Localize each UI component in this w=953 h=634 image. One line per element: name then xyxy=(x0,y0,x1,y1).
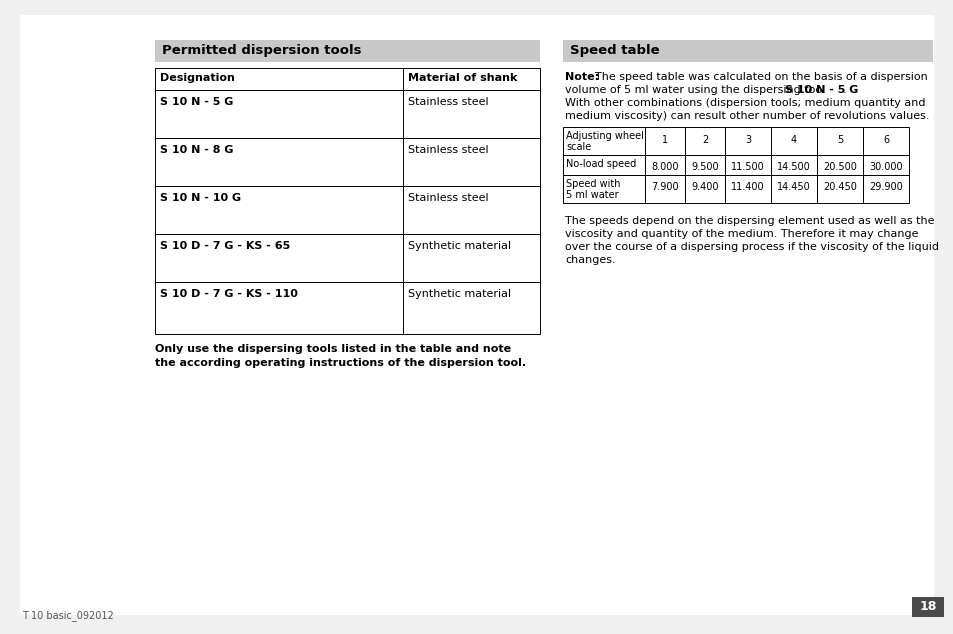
Bar xyxy=(816,175,862,203)
Text: 5 ml water: 5 ml water xyxy=(565,190,618,200)
Bar xyxy=(154,68,402,90)
Text: 11.500: 11.500 xyxy=(730,162,764,172)
Bar xyxy=(402,282,539,334)
Bar xyxy=(154,186,402,234)
Text: 9.500: 9.500 xyxy=(691,162,718,172)
Bar xyxy=(562,40,932,62)
Text: volume of 5 ml water using the dispersing tool: volume of 5 ml water using the dispersin… xyxy=(564,85,824,95)
Bar xyxy=(684,155,724,175)
Text: Stainless steel: Stainless steel xyxy=(408,193,488,203)
Text: changes.: changes. xyxy=(564,255,615,265)
Text: 20.500: 20.500 xyxy=(822,162,856,172)
Text: Speed with: Speed with xyxy=(565,179,619,189)
Bar xyxy=(862,155,908,175)
Text: Synthetic material: Synthetic material xyxy=(408,289,511,299)
Text: 4: 4 xyxy=(790,135,796,145)
Bar xyxy=(154,40,539,62)
Bar xyxy=(724,155,770,175)
Text: 3: 3 xyxy=(744,135,750,145)
Text: With other combinations (dispersion tools; medium quantity and: With other combinations (dispersion tool… xyxy=(564,98,924,108)
Text: 29.900: 29.900 xyxy=(868,182,902,192)
Bar xyxy=(562,155,644,175)
Text: Note:: Note: xyxy=(564,72,598,82)
Text: scale: scale xyxy=(565,142,591,152)
Bar xyxy=(402,234,539,282)
Text: 14.450: 14.450 xyxy=(777,182,810,192)
Text: 5: 5 xyxy=(836,135,842,145)
Bar xyxy=(402,138,539,186)
Text: S 10 N - 10 G: S 10 N - 10 G xyxy=(160,193,241,203)
Text: over the course of a dispersing process if the viscosity of the liquid: over the course of a dispersing process … xyxy=(564,242,938,252)
Text: Stainless steel: Stainless steel xyxy=(408,97,488,107)
Text: 30.000: 30.000 xyxy=(868,162,902,172)
Bar xyxy=(154,90,402,138)
Bar xyxy=(402,90,539,138)
Text: Permitted dispersion tools: Permitted dispersion tools xyxy=(162,44,361,57)
Text: 8.000: 8.000 xyxy=(651,162,678,172)
Text: .: . xyxy=(842,85,845,95)
Bar xyxy=(562,127,644,155)
Text: 20.450: 20.450 xyxy=(822,182,856,192)
Bar xyxy=(770,127,816,155)
Bar xyxy=(154,282,402,334)
Bar xyxy=(684,175,724,203)
Text: 6: 6 xyxy=(882,135,888,145)
Text: 9.400: 9.400 xyxy=(691,182,718,192)
Text: the according operating instructions of the dispersion tool.: the according operating instructions of … xyxy=(154,358,525,368)
Bar xyxy=(770,155,816,175)
Text: 1: 1 xyxy=(661,135,667,145)
Bar xyxy=(644,155,684,175)
Text: T 10 basic_092012: T 10 basic_092012 xyxy=(22,610,113,621)
Text: Stainless steel: Stainless steel xyxy=(408,145,488,155)
Text: 14.500: 14.500 xyxy=(777,162,810,172)
Bar xyxy=(816,155,862,175)
Text: S 10 N - 8 G: S 10 N - 8 G xyxy=(160,145,233,155)
Bar xyxy=(911,597,943,617)
Bar xyxy=(154,138,402,186)
Text: 2: 2 xyxy=(701,135,707,145)
Text: S 10 D - 7 G - KS - 110: S 10 D - 7 G - KS - 110 xyxy=(160,289,297,299)
Text: Only use the dispersing tools listed in the table and note: Only use the dispersing tools listed in … xyxy=(154,344,511,354)
Bar xyxy=(724,175,770,203)
Bar xyxy=(684,127,724,155)
Bar xyxy=(644,175,684,203)
Text: 18: 18 xyxy=(919,600,936,614)
Bar xyxy=(862,175,908,203)
Text: S 10 N - 5 G: S 10 N - 5 G xyxy=(784,85,858,95)
Text: 11.400: 11.400 xyxy=(730,182,764,192)
Bar xyxy=(816,127,862,155)
Text: No-load speed: No-load speed xyxy=(565,159,636,169)
Text: Speed table: Speed table xyxy=(569,44,659,57)
Text: Designation: Designation xyxy=(160,73,234,83)
Bar xyxy=(770,175,816,203)
Text: The speeds depend on the dispersing element used as well as the: The speeds depend on the dispersing elem… xyxy=(564,216,934,226)
Text: S 10 D - 7 G - KS - 65: S 10 D - 7 G - KS - 65 xyxy=(160,241,290,251)
Text: Material of shank: Material of shank xyxy=(408,73,517,83)
Bar xyxy=(644,127,684,155)
Bar xyxy=(402,186,539,234)
Text: S 10 N - 5 G: S 10 N - 5 G xyxy=(160,97,233,107)
Text: viscosity and quantity of the medium. Therefore it may change: viscosity and quantity of the medium. Th… xyxy=(564,229,918,239)
Text: Synthetic material: Synthetic material xyxy=(408,241,511,251)
Text: The speed table was calculated on the basis of a dispersion: The speed table was calculated on the ba… xyxy=(595,72,926,82)
Text: 7.900: 7.900 xyxy=(651,182,679,192)
Text: medium viscosity) can result other number of revolutions values.: medium viscosity) can result other numbe… xyxy=(564,111,928,121)
Bar xyxy=(402,68,539,90)
Bar xyxy=(862,127,908,155)
Text: Adjusting wheel: Adjusting wheel xyxy=(565,131,643,141)
Bar xyxy=(562,175,644,203)
Bar xyxy=(724,127,770,155)
Bar xyxy=(154,234,402,282)
